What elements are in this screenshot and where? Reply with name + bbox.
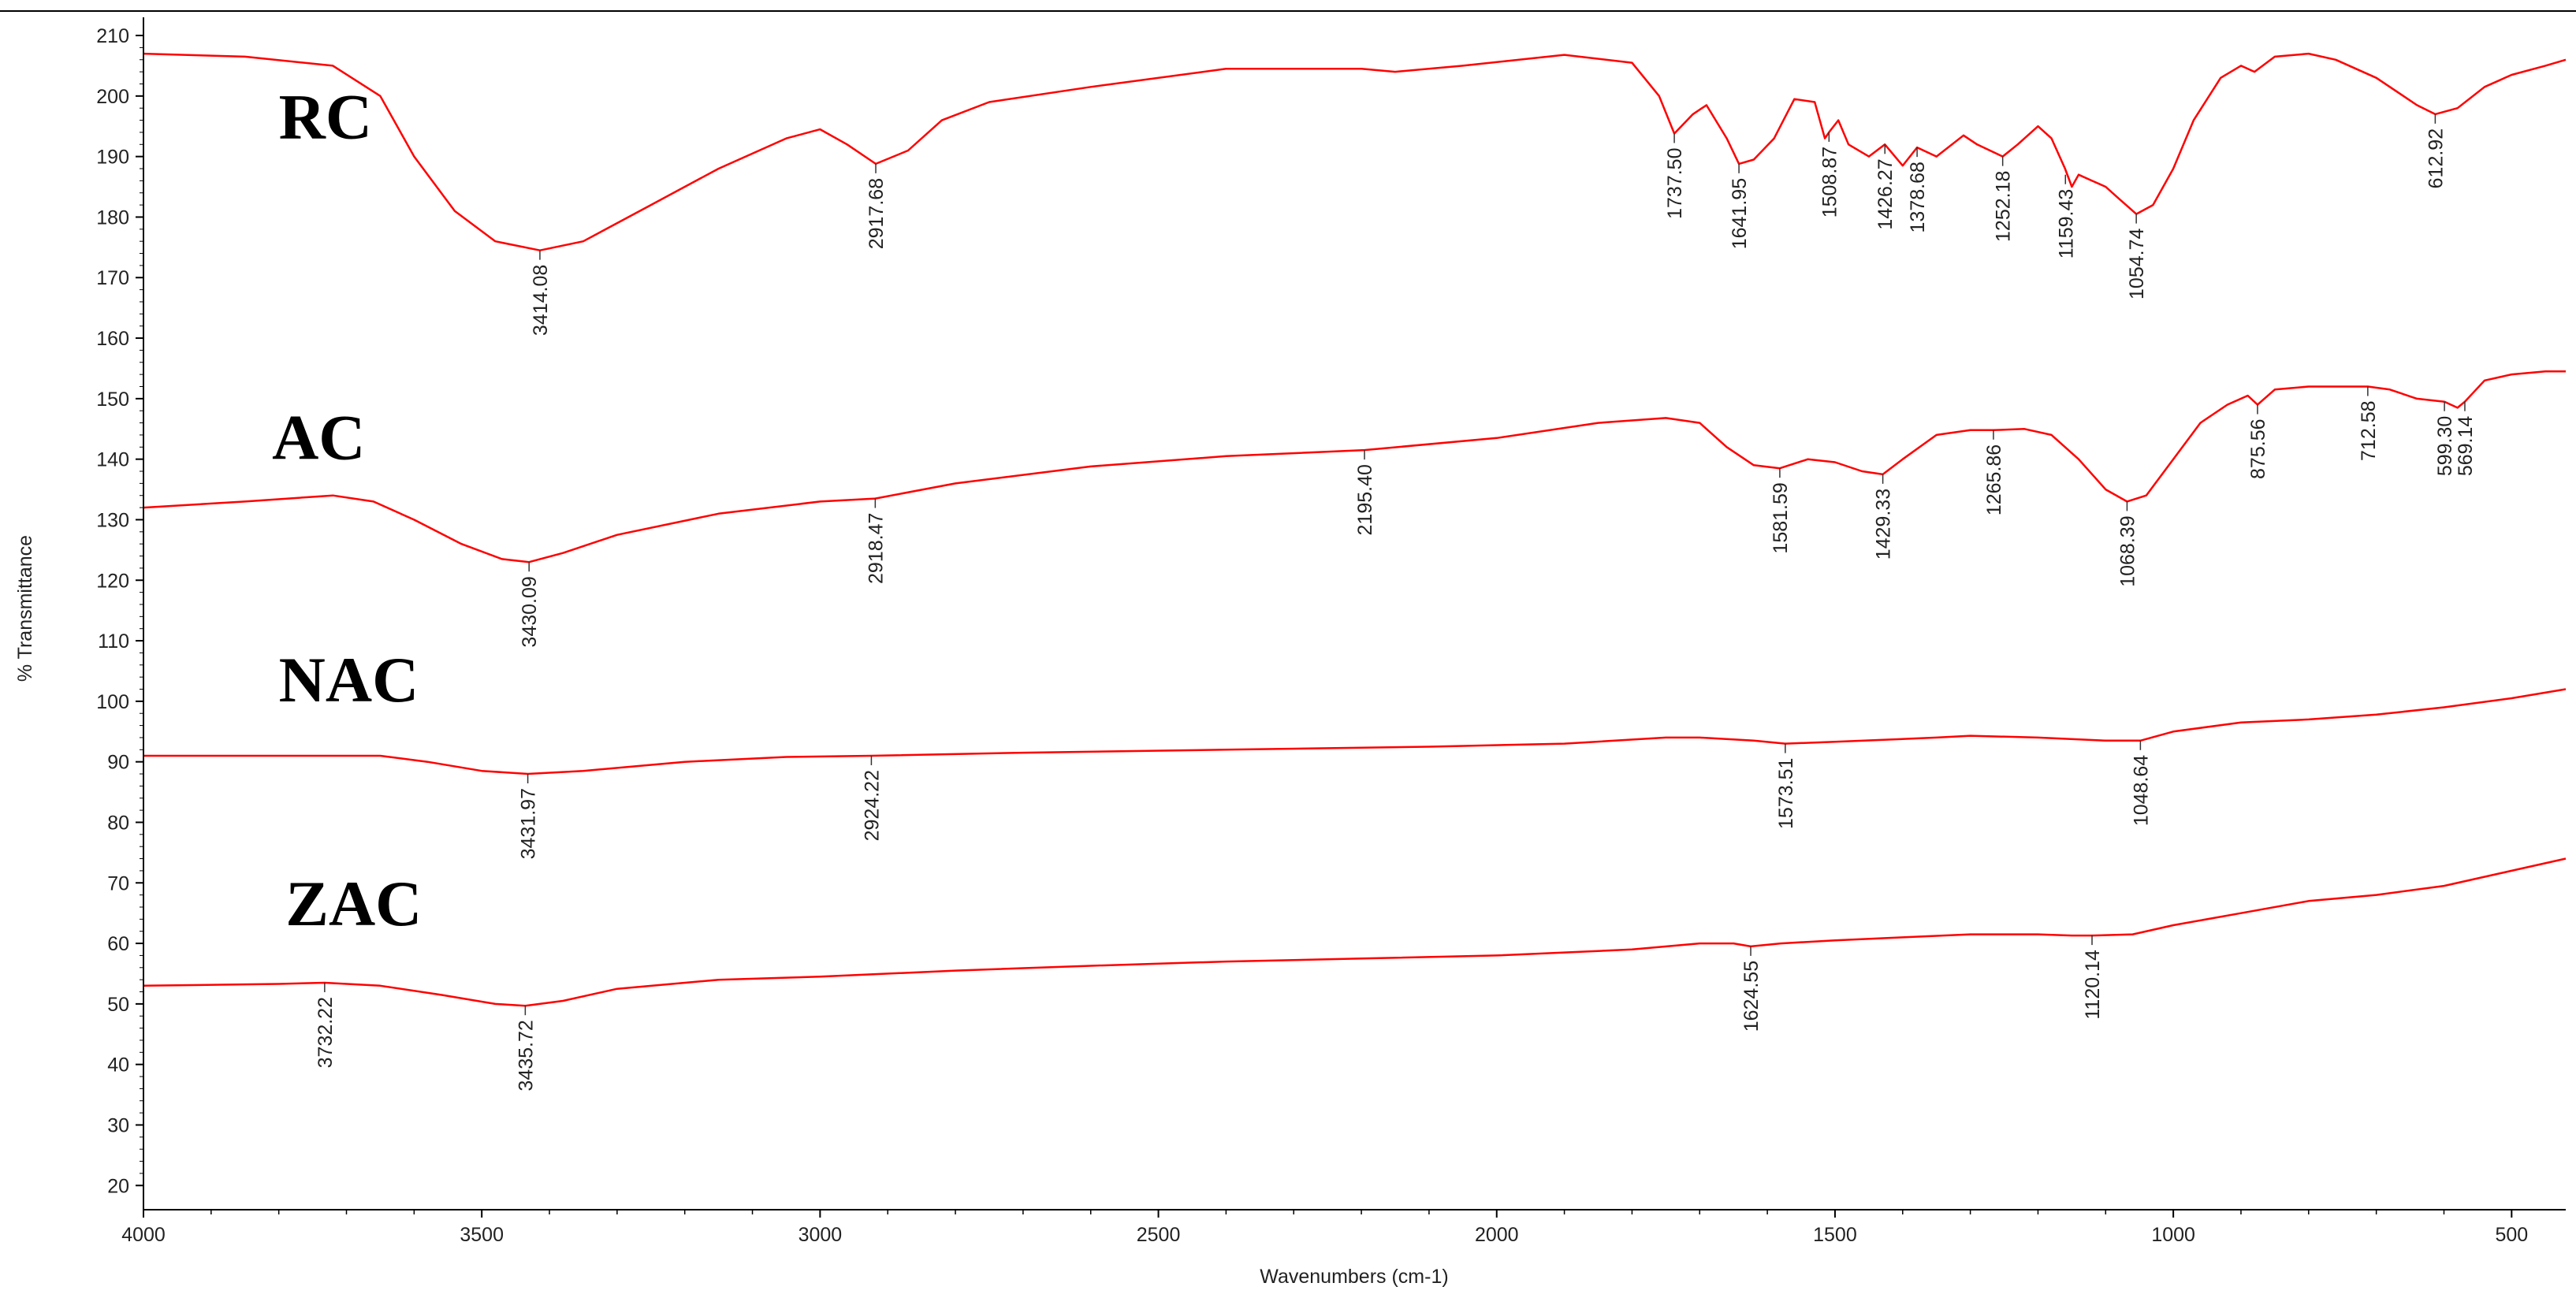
peak-label: 1068.39 — [2116, 515, 2139, 586]
y-tick-label: 30 — [107, 1114, 129, 1136]
y-tick-label: 180 — [96, 206, 129, 229]
peak-label: 1159.43 — [2055, 189, 2077, 259]
peak-label: 1573.51 — [1775, 758, 1797, 829]
spectrum-line-nac — [143, 688, 2567, 775]
series-label-rc: RC — [279, 81, 372, 153]
x-tick-label: 500 — [2495, 1224, 2528, 1246]
peak-label: 1624.55 — [1740, 961, 1763, 1032]
y-tick-label: 50 — [107, 994, 129, 1016]
y-tick-label: 70 — [107, 872, 129, 894]
peak-label: 1429.33 — [1873, 489, 1895, 560]
x-axis-title: Wavenumbers (cm-1) — [1260, 1266, 1448, 1288]
peak-label: 1641.95 — [1729, 178, 1751, 249]
y-tick-label: 120 — [96, 570, 129, 592]
y-tick-label: 150 — [96, 389, 129, 411]
y-tick-label: 60 — [107, 933, 129, 955]
peak-label: 2195.40 — [1354, 464, 1376, 535]
series-label-nac: NAC — [279, 644, 419, 716]
y-tick-label: 170 — [96, 267, 129, 289]
spectrum-line-rc — [143, 52, 2567, 251]
series-label-ac: AC — [272, 402, 365, 474]
x-tick-label: 2500 — [1137, 1224, 1181, 1246]
x-tick-label: 1500 — [1813, 1224, 1857, 1246]
peak-label: 599.30 — [2434, 416, 2456, 476]
peak-label: 1054.74 — [2126, 229, 2148, 299]
peak-label: 569.14 — [2455, 416, 2477, 477]
x-tick-label: 4000 — [121, 1224, 166, 1246]
peak-label: 1265.86 — [1983, 444, 2005, 515]
y-tick-label: 110 — [98, 630, 129, 653]
x-tick-label: 2000 — [1475, 1224, 1519, 1246]
x-tick-label: 3000 — [798, 1224, 843, 1246]
y-tick-label: 100 — [96, 691, 129, 713]
y-tick-label: 160 — [96, 328, 129, 350]
axes: 4000 3500 3000 2500 2000 1500 1000 500 20 30 40 50 6… — [96, 17, 2566, 1246]
peak-label: 3435.72 — [515, 1020, 537, 1091]
peak-label: 1120.14 — [2082, 950, 2104, 1020]
peak-label: 1048.64 — [2130, 755, 2152, 826]
series-label-zac: ZAC — [285, 868, 422, 939]
peak-label: 612.92 — [2425, 128, 2447, 188]
peak-label: 1581.59 — [1770, 482, 1792, 553]
y-tick-label: 40 — [107, 1054, 129, 1077]
y-tick-label: 20 — [107, 1175, 129, 1197]
peak-label: 3430.09 — [519, 576, 541, 647]
y-tick-label: 140 — [96, 449, 129, 471]
x-tick-label: 1000 — [2151, 1224, 2195, 1246]
y-tick-label: 190 — [96, 147, 129, 169]
x-tick-label: 3500 — [460, 1224, 504, 1246]
spectrum-line-zac — [143, 857, 2567, 1007]
plot-area: RC 3414.08 2917.68 1737.50 1641.95 1508.87 142… — [143, 52, 2567, 1091]
y-tick-label: 80 — [107, 812, 129, 834]
peak-label: 875.56 — [2247, 419, 2269, 479]
peak-label: 1737.50 — [1664, 148, 1686, 219]
peak-label: 3732.22 — [315, 997, 337, 1068]
peak-label: 2924.22 — [861, 770, 883, 841]
y-tick-label: 130 — [96, 509, 129, 531]
peak-label: 712.58 — [2358, 401, 2380, 461]
peak-label: 1378.68 — [1907, 162, 1929, 232]
peak-label: 2917.68 — [865, 178, 888, 249]
peak-label: 3431.97 — [518, 788, 540, 859]
spectrum-line-ac — [143, 370, 2566, 563]
y-tick-label: 200 — [96, 86, 129, 108]
peak-label: 1252.18 — [1993, 171, 2015, 242]
peak-label: 3414.08 — [530, 265, 552, 336]
peak-label: 2918.47 — [865, 513, 887, 584]
y-tick-label: 90 — [107, 752, 129, 774]
y-tick-label: 210 — [96, 25, 129, 47]
peak-label: 1508.87 — [1818, 147, 1841, 218]
peak-label: 1426.27 — [1874, 158, 1897, 229]
y-axis-title: % Transmittance — [14, 535, 36, 682]
